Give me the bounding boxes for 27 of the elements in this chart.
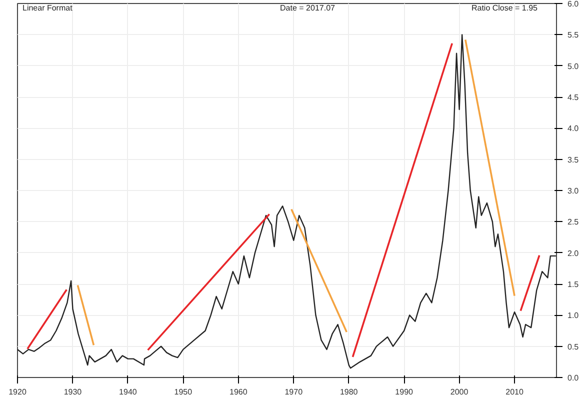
x-tick-label: 1950 [174, 388, 193, 396]
x-tick-label: 1940 [119, 388, 138, 396]
y-tick-label: 5.5 [568, 30, 580, 40]
x-tick-label: 1970 [284, 388, 304, 396]
y-tick-label: 4.0 [568, 124, 580, 134]
annotation: Ratio Close = 1.95 [471, 4, 538, 12]
y-tick-label: 0.0 [568, 374, 580, 382]
y-tick-label: 2.5 [568, 218, 580, 227]
x-tick-label: 1980 [340, 388, 358, 396]
line-series [18, 34, 556, 369]
y-tick-label: 2.0 [568, 248, 580, 258]
x-tick-label: 1990 [395, 388, 414, 396]
x-tick-label: 1930 [64, 388, 82, 396]
annotation: Date = 2017.07 [280, 4, 336, 12]
y-tick-label: 1.5 [568, 280, 580, 289]
annotation: Linear Format [22, 4, 74, 12]
x-tick-label: 2000 [450, 388, 469, 396]
y-tick-label: 5.0 [568, 62, 580, 71]
x-tick-label: 1920 [8, 388, 27, 396]
y-tick-label: 6.0 [568, 0, 580, 8]
y-tick-label: 1.0 [568, 311, 580, 320]
x-tick-label: 1960 [230, 388, 248, 396]
x-tick-label: 2010 [506, 388, 524, 396]
y-tick-label: 3.0 [568, 186, 580, 196]
y-tick-label: 0.5 [568, 342, 580, 352]
y-tick-label: 3.5 [568, 155, 580, 164]
y-tick-label: 4.5 [568, 93, 580, 102]
